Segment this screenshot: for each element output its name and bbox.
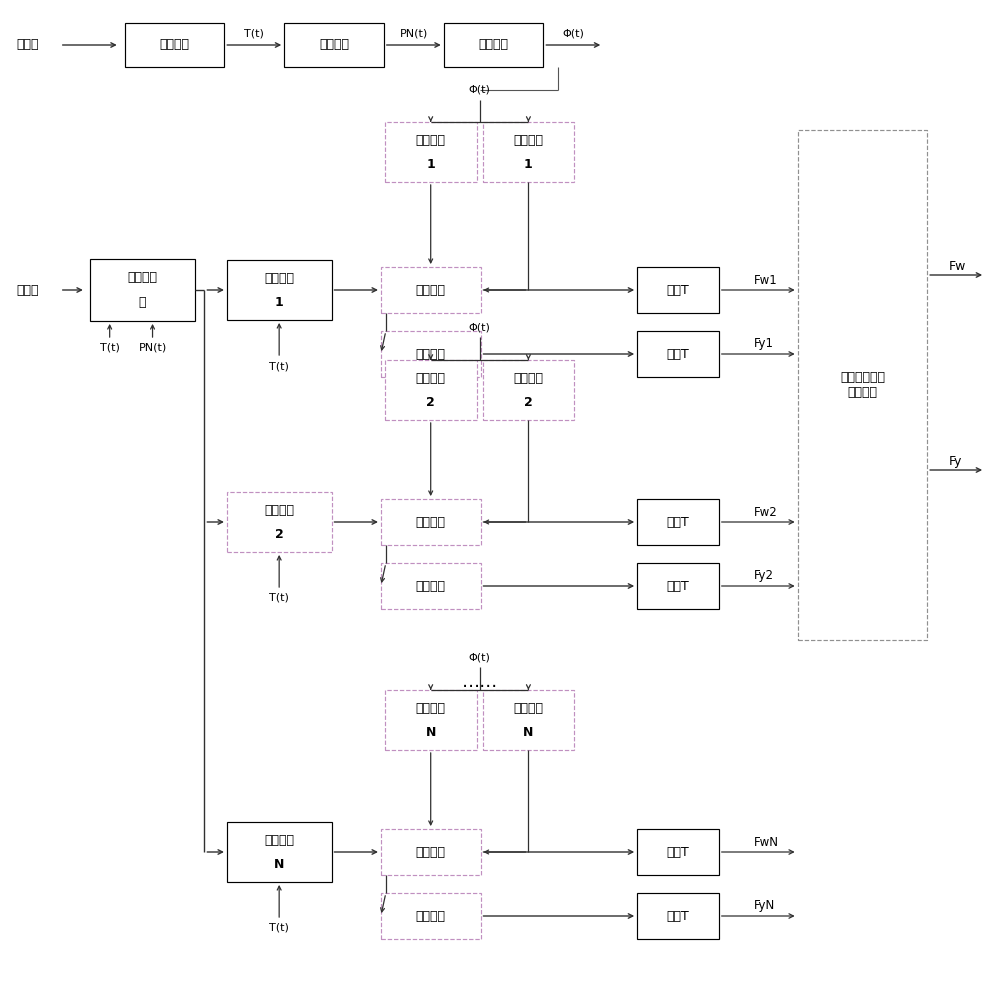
Text: PN(t): PN(t) — [139, 343, 166, 353]
Text: 相关检测: 相关检测 — [416, 846, 446, 858]
Bar — [381, 563, 481, 609]
Text: N: N — [426, 726, 436, 738]
Text: 扩: 扩 — [139, 296, 147, 309]
Text: 积分T: 积分T — [667, 516, 689, 528]
Text: Φ(t): Φ(t) — [469, 85, 491, 95]
Bar — [385, 360, 477, 420]
Bar — [637, 893, 719, 939]
Text: 差信号: 差信号 — [17, 284, 39, 296]
Bar — [125, 23, 224, 67]
Text: 相关检测: 相关检测 — [416, 348, 446, 360]
Text: 方位移相: 方位移相 — [416, 371, 446, 384]
Bar — [381, 893, 481, 939]
Text: T(t): T(t) — [269, 923, 289, 933]
Bar — [637, 331, 719, 377]
Bar — [284, 23, 384, 67]
Text: 相关检测: 相关检测 — [416, 284, 446, 296]
Text: 1: 1 — [275, 296, 283, 308]
Text: Fy1: Fy1 — [754, 338, 774, 351]
Bar — [385, 690, 477, 750]
Text: 和信号: 和信号 — [17, 38, 39, 51]
Text: Φ(t): Φ(t) — [469, 652, 491, 662]
Text: 方位移相: 方位移相 — [416, 702, 446, 714]
Bar — [637, 563, 719, 609]
Bar — [381, 267, 481, 313]
Text: ……: …… — [462, 673, 498, 691]
Text: FyN: FyN — [754, 900, 775, 912]
Text: FwN: FwN — [754, 836, 779, 848]
Bar — [444, 23, 543, 67]
Text: 积分T: 积分T — [667, 284, 689, 296]
Text: 俯仰移相: 俯仰移相 — [513, 702, 543, 714]
Text: 相关检测: 相关检测 — [416, 910, 446, 922]
Bar — [227, 260, 331, 320]
Text: 各通道归一化
加权处理: 各通道归一化 加权处理 — [839, 371, 885, 399]
Bar — [381, 331, 481, 377]
Text: 积分T: 积分T — [667, 846, 689, 858]
Text: 2: 2 — [275, 528, 283, 540]
Text: 选通区间: 选通区间 — [264, 504, 294, 516]
Bar — [381, 499, 481, 545]
Text: 选通区间: 选通区间 — [264, 271, 294, 284]
Text: 选通区间: 选通区间 — [264, 834, 294, 846]
Text: Φ(t): Φ(t) — [469, 322, 491, 332]
Text: N: N — [523, 726, 533, 738]
Bar — [385, 122, 477, 182]
Text: Fw: Fw — [949, 260, 966, 273]
Bar — [227, 492, 331, 552]
Text: N: N — [274, 858, 284, 870]
Text: Φ(t): Φ(t) — [562, 28, 584, 38]
Text: 积分T: 积分T — [667, 348, 689, 360]
Text: 1: 1 — [524, 157, 532, 170]
Text: Fw2: Fw2 — [754, 506, 778, 518]
Bar — [483, 360, 574, 420]
Bar — [483, 690, 574, 750]
Text: 1: 1 — [427, 157, 435, 170]
Text: 2: 2 — [524, 395, 532, 408]
Bar — [90, 259, 194, 321]
Text: 积分T: 积分T — [667, 580, 689, 592]
Text: Fw1: Fw1 — [754, 273, 778, 286]
Text: 跳频同步: 跳频同步 — [160, 38, 189, 51]
Bar — [227, 822, 331, 882]
Bar — [483, 122, 574, 182]
Bar — [637, 267, 719, 313]
Text: 方位移相: 方位移相 — [416, 133, 446, 146]
Text: 俯仰移相: 俯仰移相 — [513, 371, 543, 384]
Text: PN(t): PN(t) — [400, 28, 428, 38]
Text: T(t): T(t) — [269, 593, 289, 603]
Text: Fy2: Fy2 — [754, 570, 774, 582]
Text: 俯仰移相: 俯仰移相 — [513, 133, 543, 146]
Text: 载波同步: 载波同步 — [479, 38, 508, 51]
Text: 相关检测: 相关检测 — [416, 516, 446, 528]
Bar — [637, 829, 719, 875]
Text: T(t): T(t) — [269, 361, 289, 371]
Text: 2: 2 — [427, 395, 435, 408]
Bar — [637, 499, 719, 545]
Bar — [798, 130, 927, 640]
Text: T(t): T(t) — [244, 28, 264, 38]
Text: 解跳、解: 解跳、解 — [128, 271, 158, 284]
Bar — [381, 829, 481, 875]
Text: T(t): T(t) — [100, 343, 120, 353]
Text: Fy: Fy — [949, 456, 962, 468]
Text: 相关检测: 相关检测 — [416, 580, 446, 592]
Text: 伪码同步: 伪码同步 — [319, 38, 349, 51]
Text: 积分T: 积分T — [667, 910, 689, 922]
